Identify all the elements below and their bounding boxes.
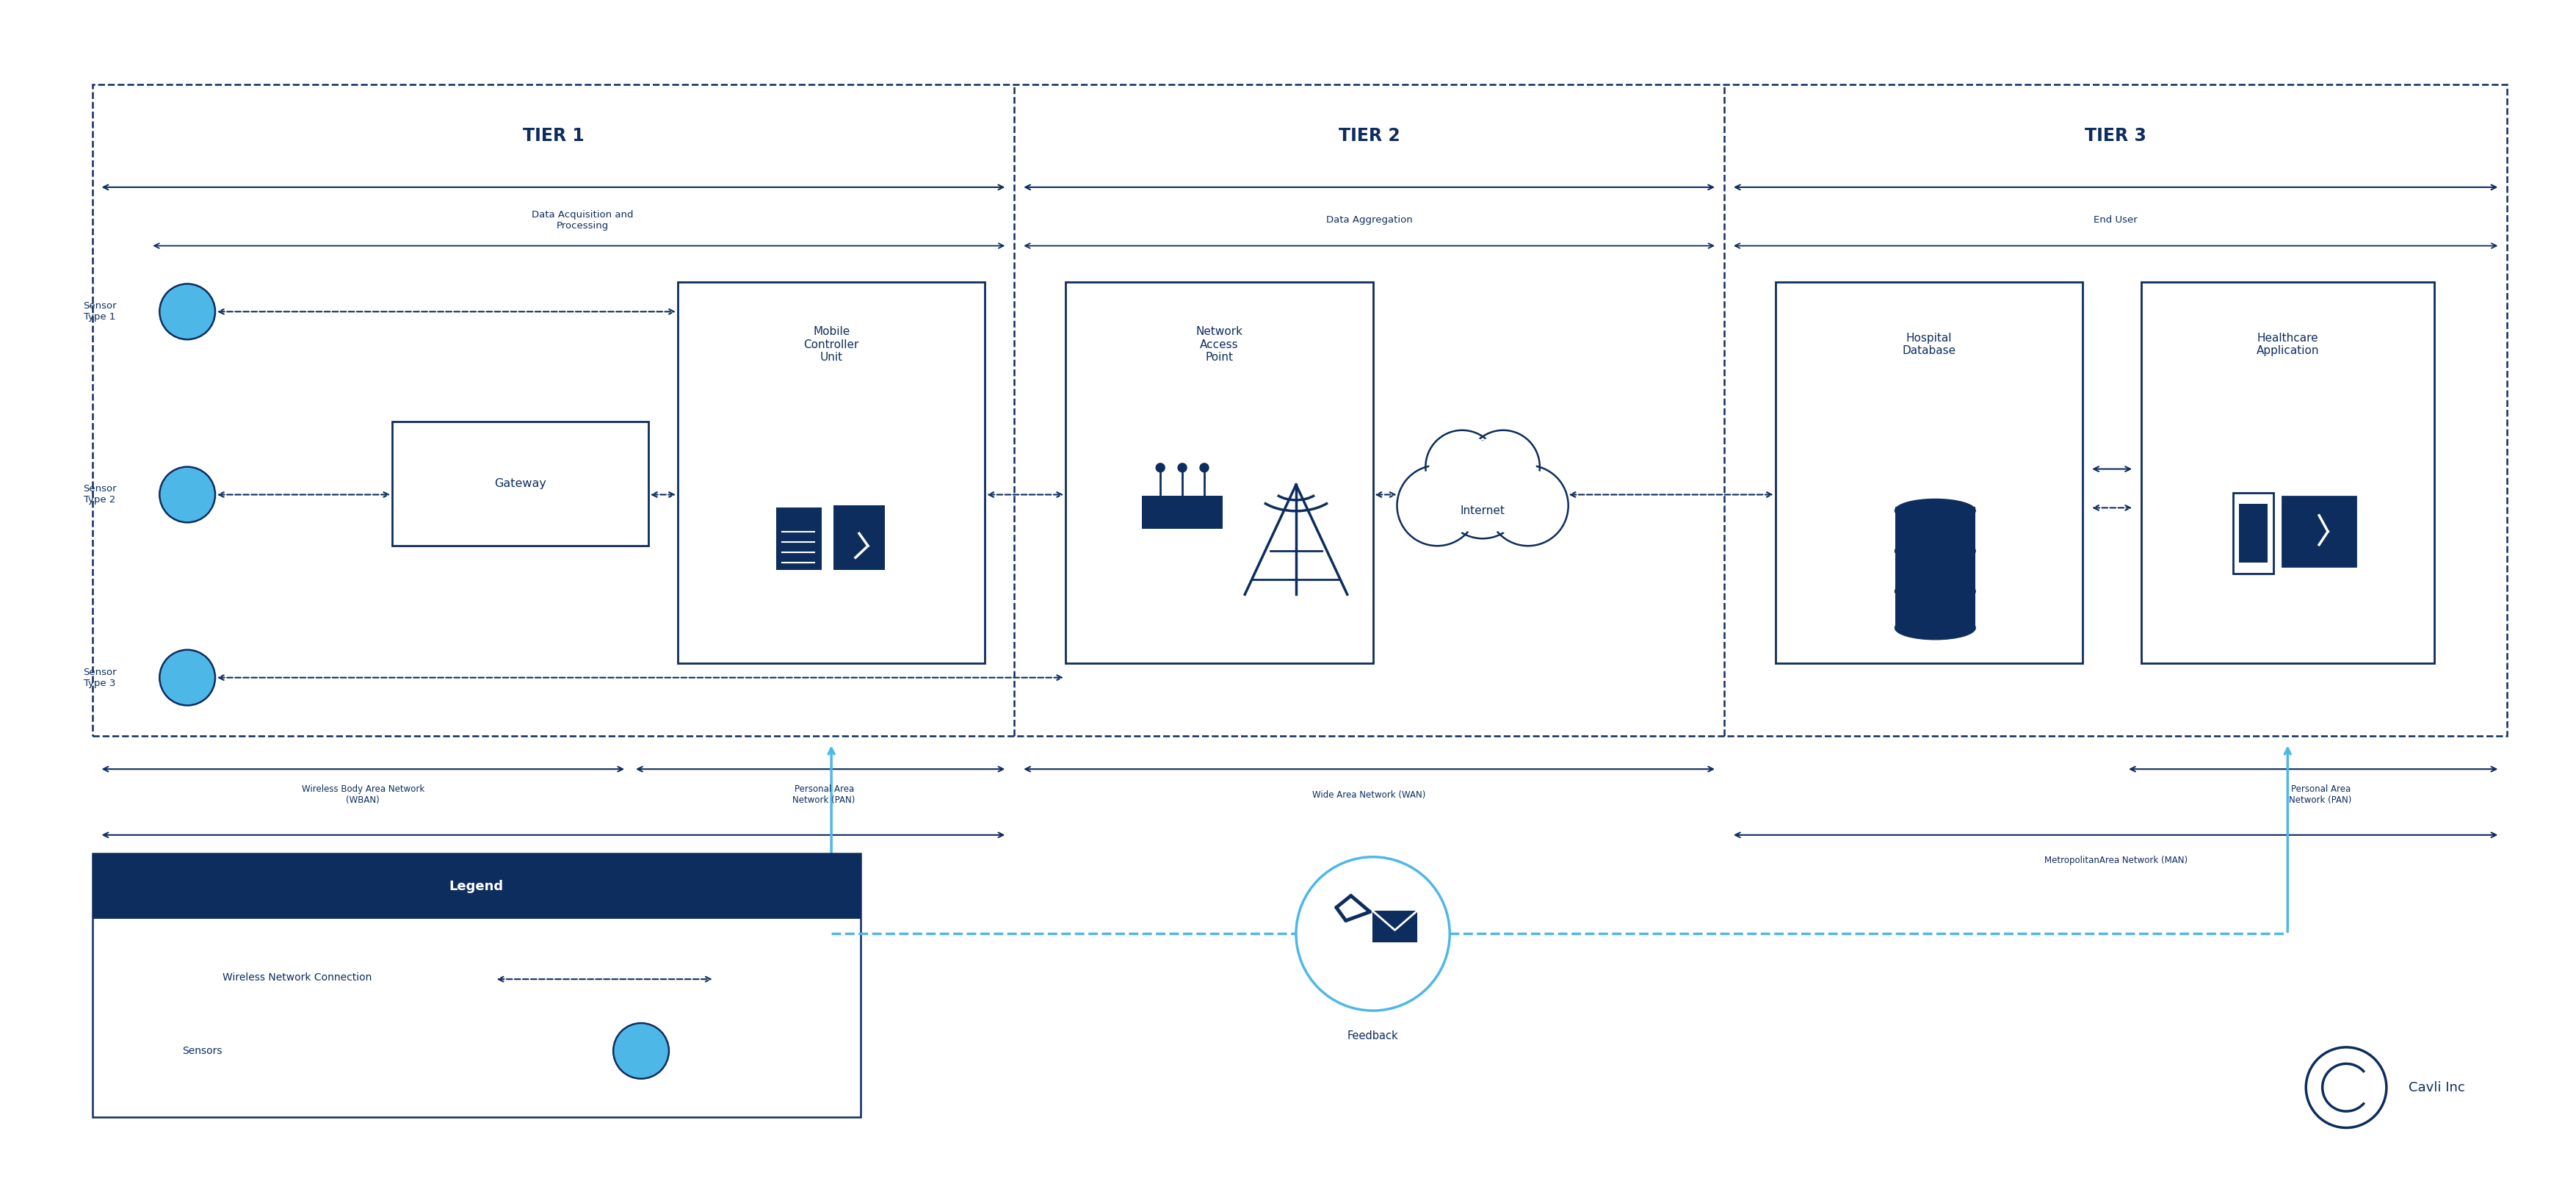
Circle shape (1425, 430, 1499, 503)
Text: Data Aggregation: Data Aggregation (1327, 216, 1412, 225)
Circle shape (1492, 470, 1564, 542)
Ellipse shape (1896, 539, 1976, 563)
Bar (93, 853, 860, 919)
Text: Wireless Network Connection: Wireless Network Connection (222, 973, 371, 983)
Bar (775, 508, 822, 570)
Text: Feedback: Feedback (1347, 1031, 1399, 1042)
Text: Internet: Internet (1461, 505, 1504, 516)
Text: Healthcare
Application: Healthcare Application (2257, 333, 2318, 356)
Text: Wide Area Network (WAN): Wide Area Network (WAN) (1314, 790, 1427, 800)
Text: TIER 1: TIER 1 (523, 128, 585, 144)
Circle shape (1440, 441, 1525, 526)
Bar (2141, 283, 2434, 663)
Ellipse shape (1896, 499, 1976, 522)
Circle shape (1177, 464, 1188, 472)
Bar (2239, 504, 2267, 563)
Text: Data Acquisition and
Processing: Data Acquisition and Processing (531, 210, 634, 230)
Text: Gateway: Gateway (495, 478, 546, 489)
Bar (2233, 492, 2275, 573)
Text: End User: End User (2094, 216, 2138, 225)
Ellipse shape (1896, 579, 1976, 603)
Circle shape (1200, 464, 1208, 472)
Bar (1141, 496, 1224, 528)
Bar (1066, 283, 1373, 663)
Circle shape (1157, 464, 1164, 472)
Text: Sensors: Sensors (183, 1045, 222, 1056)
Text: Legend: Legend (448, 880, 505, 893)
Text: Local Area Network: Local Area Network (510, 856, 595, 865)
Bar (1896, 547, 1976, 588)
Bar (2282, 496, 2354, 566)
Bar (93, 85, 2506, 737)
Circle shape (160, 284, 216, 340)
Text: Cavli Inc: Cavli Inc (2409, 1081, 2465, 1094)
Text: Personal Area
Network (PAN): Personal Area Network (PAN) (793, 784, 855, 805)
Bar (93, 853, 860, 1117)
Circle shape (1471, 434, 1535, 499)
Circle shape (160, 467, 216, 522)
Circle shape (1396, 465, 1479, 546)
Circle shape (160, 650, 216, 706)
Circle shape (1401, 470, 1473, 542)
Bar (835, 505, 884, 570)
Circle shape (613, 1023, 670, 1079)
Bar (1896, 588, 1976, 628)
Bar (1373, 911, 1417, 942)
Text: Sensor
Type 2: Sensor Type 2 (82, 484, 116, 505)
Circle shape (1443, 458, 1522, 539)
Circle shape (1430, 434, 1494, 499)
Bar (1896, 507, 1976, 547)
Text: Sensor
Type 3: Sensor Type 3 (82, 668, 116, 688)
Text: MetropolitanArea Network (MAN): MetropolitanArea Network (MAN) (2043, 856, 2187, 865)
Bar (1775, 283, 2084, 663)
Text: Sensor
Type 1: Sensor Type 1 (82, 302, 116, 322)
Bar (677, 283, 984, 663)
Ellipse shape (1896, 616, 1976, 640)
Text: Wireless Body Area Network
(WBAN): Wireless Body Area Network (WBAN) (301, 784, 425, 805)
Circle shape (1445, 446, 1520, 522)
Text: TIER 2: TIER 2 (1340, 128, 1399, 144)
Circle shape (1448, 462, 1520, 534)
Text: Personal Area
Network (PAN): Personal Area Network (PAN) (2290, 784, 2352, 805)
Text: Network
Access
Point: Network Access Point (1195, 327, 1242, 362)
Circle shape (1489, 465, 1569, 546)
Text: Mobile
Controller
Unit: Mobile Controller Unit (804, 327, 858, 362)
Bar (392, 422, 649, 546)
Text: Hospital
Database: Hospital Database (1901, 333, 1955, 356)
Text: TIER 3: TIER 3 (2084, 128, 2146, 144)
Circle shape (1466, 430, 1540, 503)
